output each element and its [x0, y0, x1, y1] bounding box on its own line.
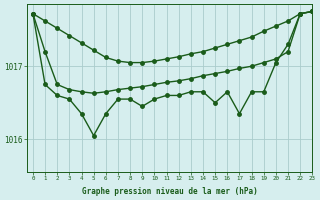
- X-axis label: Graphe pression niveau de la mer (hPa): Graphe pression niveau de la mer (hPa): [82, 187, 258, 196]
